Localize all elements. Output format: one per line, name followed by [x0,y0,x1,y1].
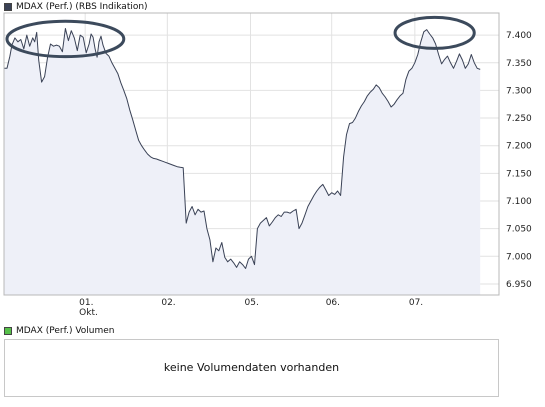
y-tick-label: 7.150 [506,169,532,179]
main-legend-label: MDAX (Perf.) (RBS Indikation) [16,2,148,12]
annotation-ellipse [5,19,126,59]
y-tick-label: 7.050 [506,225,532,235]
price-chart: 6.950 7.000 7.050 7.100 7.150 7.200 7.250 7.300… [3,12,532,318]
x-tick-label: 07. [409,298,423,308]
y-tick-label: 7.100 [506,197,532,207]
annotation-ellipse [393,15,476,50]
x-tick-label: 06. [326,298,340,308]
y-tick-label: 7.400 [506,31,532,41]
y-tick-label: 7.000 [506,252,532,262]
x-tick-sublabel: Okt. [79,308,98,318]
series-line [4,28,481,269]
volume-legend-label: MDAX (Perf.) Volumen [16,326,115,336]
volume-message: keine Volumendaten vorhanden [163,361,340,374]
volume-legend-swatch [4,327,12,335]
y-tick-label: 7.300 [506,86,532,96]
y-tick-label: 7.350 [506,59,532,69]
x-tick-label: 02. [161,298,175,308]
series-area [4,28,481,295]
y-tick-label: 7.250 [506,114,532,124]
plot-border [3,12,500,296]
main-legend-swatch [4,3,12,11]
x-tick-label: 01. [79,298,93,308]
main-legend: MDAX (Perf.) (RBS Indikation) [4,2,148,12]
y-tick-label: 6.950 [506,280,532,290]
x-tick-label: 05. [245,298,259,308]
volume-panel: keine Volumendaten vorhanden [4,339,499,397]
y-tick-label: 7.200 [506,142,532,152]
volume-legend: MDAX (Perf.) Volumen [4,326,115,336]
